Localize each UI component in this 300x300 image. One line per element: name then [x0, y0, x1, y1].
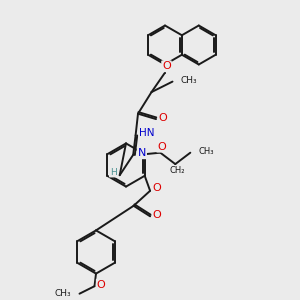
Text: N: N	[138, 148, 146, 158]
Text: CH₃: CH₃	[55, 289, 71, 298]
Text: O: O	[162, 61, 171, 71]
Text: CH₂: CH₂	[169, 166, 184, 175]
Text: CH₃: CH₃	[199, 147, 214, 156]
Text: H: H	[110, 168, 116, 177]
Text: O: O	[152, 210, 161, 220]
Text: O: O	[157, 142, 166, 152]
Text: O: O	[152, 183, 161, 194]
Text: O: O	[158, 112, 167, 123]
Text: O: O	[97, 280, 106, 290]
Text: CH₃: CH₃	[181, 76, 197, 85]
Text: HN: HN	[139, 128, 155, 138]
